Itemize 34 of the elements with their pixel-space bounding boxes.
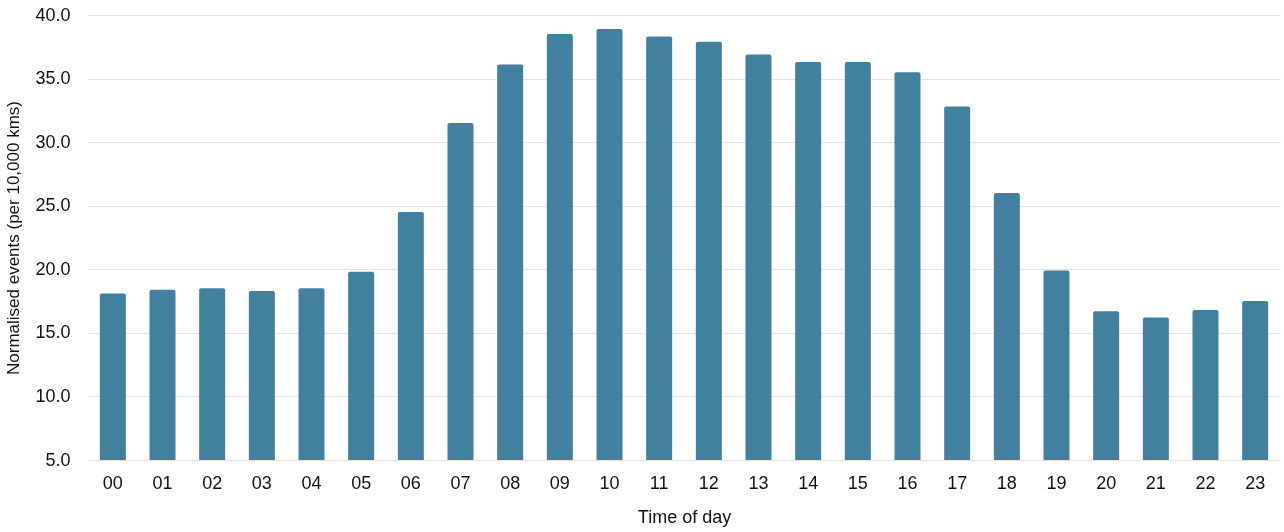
- x-tick-label: 22: [1195, 472, 1216, 493]
- x-tick-label: 18: [996, 472, 1017, 493]
- x-tick-label: 14: [798, 472, 819, 493]
- x-tick-label: 09: [549, 472, 570, 493]
- y-tick-label: 30.0: [35, 131, 71, 152]
- y-tick-label: 40.0: [35, 4, 71, 25]
- y-tick-label: 10.0: [35, 385, 71, 406]
- x-tick-label: 04: [301, 472, 322, 493]
- x-tick-label: 08: [500, 472, 521, 493]
- x-axis-title: Time of day: [637, 506, 732, 527]
- x-tick-label: 19: [1046, 472, 1067, 493]
- y-tick-label: 20.0: [35, 258, 71, 279]
- x-tick-label: 16: [897, 472, 918, 493]
- x-tick-label: 17: [947, 472, 968, 493]
- y-tick-label: 15.0: [35, 322, 71, 343]
- y-axis-title: Normalised events (per 10,000 kms): [4, 100, 24, 376]
- x-tick-label: 00: [102, 472, 123, 493]
- x-tick-label: 11: [649, 472, 669, 493]
- x-tick-label: 06: [400, 472, 421, 493]
- x-tick-label: 20: [1096, 472, 1117, 493]
- x-tick-label: 02: [202, 472, 223, 493]
- x-tick-label: 05: [351, 472, 372, 493]
- x-tick-label: 13: [748, 472, 769, 493]
- x-tick-label: 10: [599, 472, 620, 493]
- x-tick-label: 12: [698, 472, 719, 493]
- x-tick-label: 07: [450, 472, 471, 493]
- x-tick-label: 21: [1145, 472, 1166, 493]
- x-tick-label: 15: [847, 472, 868, 493]
- y-tick-label: 5.0: [45, 449, 71, 470]
- y-tick-label: 35.0: [35, 68, 71, 89]
- x-tick-label: 03: [251, 472, 272, 493]
- y-tick-label: 25.0: [35, 195, 71, 216]
- x-tick-label: 01: [152, 472, 173, 493]
- x-tick-label: 23: [1245, 472, 1266, 493]
